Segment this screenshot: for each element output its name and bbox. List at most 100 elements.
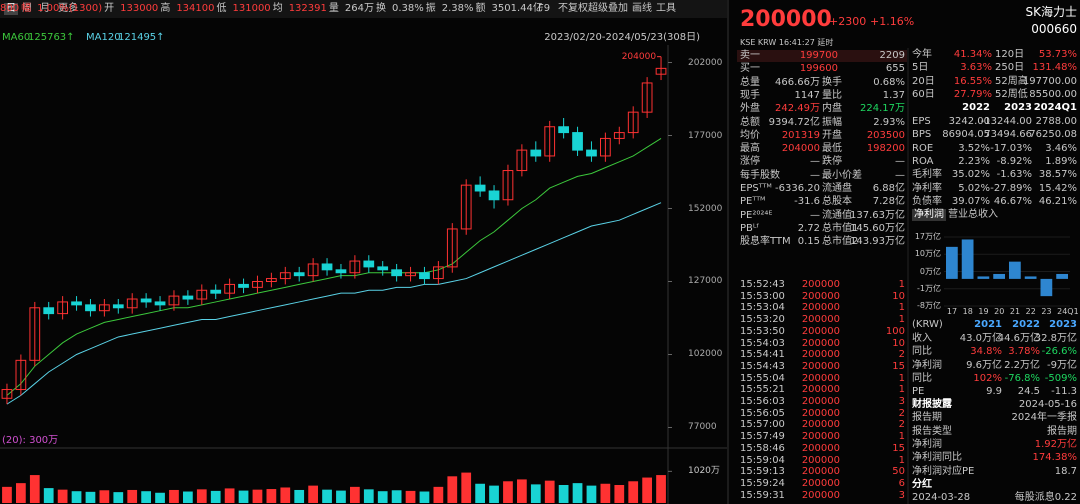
field-label: 最低	[822, 143, 842, 155]
field-label: 分红	[912, 478, 932, 490]
trade-volume: 1	[898, 454, 905, 466]
bar	[1009, 261, 1021, 279]
volume-bar	[377, 491, 388, 503]
quote-item: 800	[0, 3, 20, 14]
volume-bar	[350, 486, 360, 503]
field-value: 9.6万亿	[966, 359, 1002, 371]
volume-bar	[530, 484, 541, 503]
field-label: 量比	[822, 89, 842, 101]
trade-price: 200000	[801, 360, 840, 372]
field-label: ROE	[912, 142, 934, 154]
column-header: 2022	[1012, 319, 1040, 330]
y-tick-label: -1万亿	[917, 283, 941, 293]
field-label: 净利率	[912, 182, 942, 194]
volume-bar	[614, 485, 625, 503]
volume-bar	[391, 490, 402, 503]
column-header: 2024Q1	[1033, 102, 1077, 113]
candle-body	[85, 304, 96, 312]
trade-volume: 1	[898, 279, 905, 290]
trade-time: 15:56:03	[740, 396, 785, 407]
field-value: 198200	[866, 143, 905, 155]
field-label: 20日	[912, 75, 935, 87]
trade-price: 200000	[801, 349, 840, 361]
field-value: 1.89%	[1045, 155, 1077, 167]
field-value: 15.42%	[1038, 182, 1077, 194]
field-value: -6336.20	[775, 183, 820, 194]
x-tick-label: 20	[994, 307, 1005, 316]
tool-button[interactable]: 工具	[656, 3, 676, 14]
tool-button[interactable]: 画线	[632, 3, 652, 14]
tab[interactable]: 净利润	[912, 209, 946, 221]
y-tick-label: 202000	[688, 57, 723, 68]
ask-row-bg	[737, 50, 907, 62]
period-tab[interactable]: 日	[4, 3, 18, 15]
tool-button[interactable]: 不复权	[558, 3, 588, 14]
volume-bar	[419, 491, 430, 503]
candle-body	[196, 289, 208, 300]
field-value: 174.38%	[1032, 452, 1078, 464]
field-value: 24.5	[1017, 386, 1040, 398]
trade-price: 200000	[801, 302, 840, 314]
field-value: 1.37	[882, 89, 905, 101]
indicator-value: 121495↑	[118, 32, 165, 43]
field-value: 16.55%	[953, 75, 992, 87]
field-value: 2024年一季报	[1011, 412, 1077, 424]
tool-button[interactable]: 超级叠加	[588, 3, 628, 14]
period-tab[interactable]: 月	[40, 3, 50, 14]
field-label: 报告期	[912, 412, 942, 424]
x-tick-label: 17	[946, 307, 958, 316]
volume-bar	[517, 479, 527, 503]
field-label: 报告类型	[912, 425, 952, 437]
trade-volume: 100	[885, 325, 905, 337]
field-value: 32.8万亿	[1034, 333, 1077, 344]
field-label: 2024-03-28	[912, 492, 971, 504]
field-label: 净利润同比	[912, 452, 962, 464]
field-label: PBᴸᶠ	[740, 222, 760, 234]
candle-body	[405, 272, 416, 277]
period-tab[interactable]: 更多	[58, 3, 78, 14]
field-value: 2.93%	[873, 116, 905, 128]
volume-bar	[2, 486, 12, 503]
trade-volume: 2	[898, 419, 905, 431]
field-label: 最高	[740, 143, 760, 155]
field-value: —	[810, 209, 820, 221]
candle-body	[516, 149, 528, 172]
field-value: 27.79%	[953, 89, 992, 101]
field-label: 5日	[912, 62, 929, 74]
volume-bar	[294, 489, 305, 503]
trade-volume: 6	[898, 477, 905, 489]
field-label: 买一	[740, 63, 760, 75]
trade-time: 15:57:49	[740, 431, 785, 443]
y-tick-label: 102000	[688, 349, 723, 360]
field-value: 2.2万亿	[1004, 359, 1040, 371]
trade-time: 15:53:20	[740, 314, 785, 326]
volume-bar	[656, 475, 666, 503]
period-tab[interactable]: 周	[22, 3, 32, 14]
field-value: 9.9	[986, 386, 1002, 398]
candle-body	[655, 67, 667, 75]
trade-volume: 3	[898, 396, 905, 407]
tool-button[interactable]: F9	[538, 3, 551, 14]
trade-volume: 1	[898, 384, 905, 396]
column-header: (KRW)	[912, 319, 943, 330]
trade-volume: 2	[898, 349, 905, 361]
trade-price: 200000	[801, 477, 840, 489]
tab[interactable]: 营业总收入	[948, 209, 998, 220]
field-label: 均价	[740, 129, 760, 141]
quote-item: 264万	[344, 3, 374, 14]
trade-price: 200000	[801, 466, 840, 478]
field-label: 股息率TTM	[740, 236, 791, 248]
field-label: 60日	[912, 89, 935, 101]
ma-line	[6, 202, 662, 405]
candle-body	[252, 280, 263, 288]
trade-price: 200000	[801, 337, 840, 349]
volume-bar	[558, 485, 569, 503]
bar	[961, 239, 974, 279]
field-label: 财报披露	[912, 399, 952, 410]
candle-body	[613, 132, 625, 139]
trade-time: 15:59:13	[740, 466, 785, 478]
field-value: 73494.66	[984, 129, 1032, 141]
date-range: 2023/02/20-2024/05/23(308日)	[544, 32, 700, 43]
quote-item: 1.00%(1300)	[37, 3, 103, 14]
candle-body	[307, 263, 319, 277]
